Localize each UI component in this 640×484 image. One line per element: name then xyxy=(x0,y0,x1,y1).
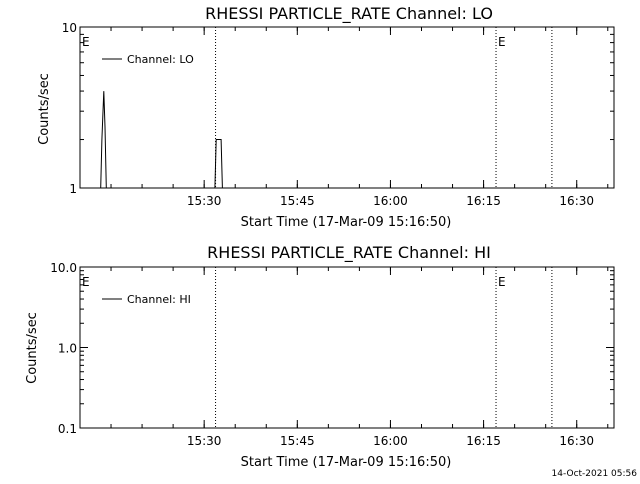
legend-label: Channel: HI xyxy=(127,293,191,306)
y-tick-label: 0.1 xyxy=(58,422,77,436)
y-axis-label: Counts/sec xyxy=(37,73,52,145)
chart-title: RHESSI PARTICLE_RATE Channel: HI xyxy=(207,243,491,263)
x-tick-label: 15:45 xyxy=(280,194,315,208)
chart-title: RHESSI PARTICLE_RATE Channel: LO xyxy=(205,4,493,24)
event-marker-label: E xyxy=(82,275,90,289)
x-tick-label: 16:15 xyxy=(466,434,501,448)
y-axis-label: Counts/sec xyxy=(25,312,40,384)
timestamp-footer: 14-Oct-2021 05:56 xyxy=(552,469,638,479)
x-tick-label: 16:15 xyxy=(466,194,501,208)
x-tick-label: 15:30 xyxy=(187,434,222,448)
plot-frame xyxy=(79,26,615,189)
x-axis-label: Start Time (17-Mar-09 15:16:50) xyxy=(241,215,452,230)
event-marker-label: E xyxy=(498,35,506,49)
x-tick-label: 15:30 xyxy=(187,194,222,208)
panel-hi: RHESSI PARTICLE_RATE Channel: HI Counts/… xyxy=(25,243,615,470)
x-tick-label: 15:45 xyxy=(280,434,315,448)
series-line xyxy=(97,91,223,189)
legend: Channel: HI xyxy=(102,293,191,306)
x-tick-label: 16:00 xyxy=(373,434,408,448)
panel-lo: RHESSI PARTICLE_RATE Channel: LO Counts/… xyxy=(37,4,615,230)
x-tick-label: 16:30 xyxy=(559,194,594,208)
y-tick-label: 1.0 xyxy=(58,342,77,356)
event-marker-label: E xyxy=(498,275,506,289)
x-tick-label: 16:30 xyxy=(559,434,594,448)
y-tick-label: 10.0 xyxy=(50,261,77,275)
plot-frame xyxy=(79,266,615,429)
y-tick-label: 10 xyxy=(62,21,77,35)
y-tick-label: 1 xyxy=(69,182,77,196)
legend-label: Channel: LO xyxy=(127,53,194,66)
event-marker-label: E xyxy=(82,35,90,49)
x-axis-label: Start Time (17-Mar-09 15:16:50) xyxy=(241,455,452,470)
legend: Channel: LO xyxy=(102,53,194,66)
x-tick-label: 16:00 xyxy=(373,194,408,208)
